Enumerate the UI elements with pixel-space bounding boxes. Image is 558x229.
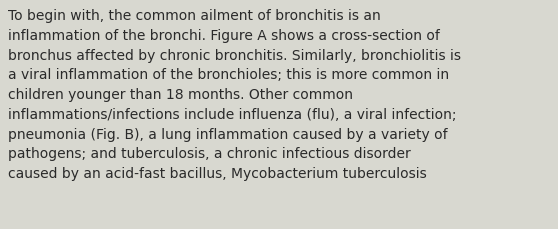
Text: To begin with, the common ailment of bronchitis is an
inflammation of the bronch: To begin with, the common ailment of bro… <box>8 9 461 180</box>
